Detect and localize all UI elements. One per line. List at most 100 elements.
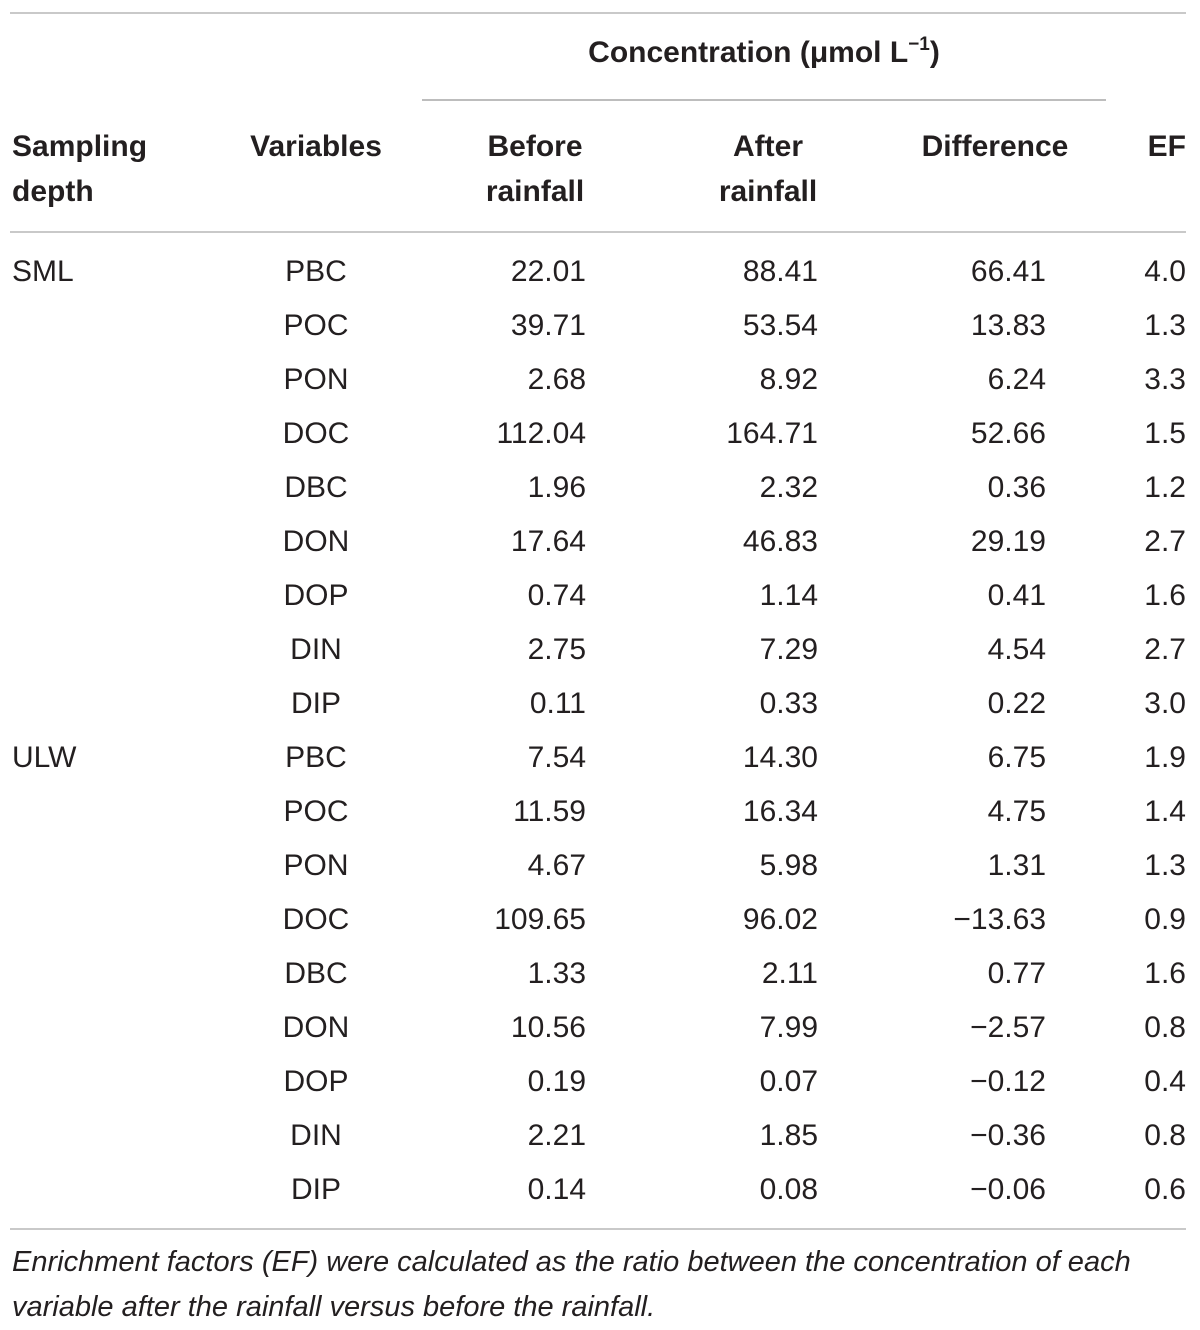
column-header-line: rainfall — [718, 175, 818, 208]
table-row: POC 39.71 53.54 13.83 1.3 — [0, 299, 1200, 353]
cell-before-rainfall: 2.21 — [527, 1119, 586, 1152]
cell-before-rainfall: 11.59 — [513, 795, 586, 828]
cell-difference: 1.31 — [987, 849, 1046, 882]
table-row: DOP 0.74 1.14 0.41 1.6 — [0, 569, 1200, 623]
cell-before-rainfall: 2.68 — [527, 363, 586, 396]
column-header-sampling-depth: Sampling depth — [12, 124, 212, 214]
table-row: DIN 2.75 7.29 4.54 2.7 — [0, 623, 1200, 677]
cell-variable: PON — [283, 849, 349, 882]
cell-difference: 0.22 — [987, 687, 1046, 720]
cell-before-rainfall: 39.71 — [510, 309, 586, 342]
concentration-label: Concentration (μmol L — [588, 36, 909, 69]
cell-difference: 29.19 — [970, 525, 1046, 558]
cell-before-rainfall: 1.33 — [527, 957, 586, 990]
table-row: PON 4.67 5.98 1.31 1.3 — [0, 839, 1200, 893]
unit-exponent: −1 — [908, 34, 930, 55]
cell-ef: 0.8 — [1144, 1119, 1186, 1152]
column-header-line: After — [732, 130, 803, 163]
group-header-rule — [422, 99, 1106, 101]
cell-after-rainfall: 0.08 — [759, 1173, 818, 1206]
cell-variable: POC — [283, 309, 349, 342]
cell-variable: DON — [282, 525, 350, 558]
cell-ef: 3.3 — [1144, 363, 1186, 396]
cell-before-rainfall: 0.14 — [527, 1173, 586, 1206]
cell-after-rainfall: 1.14 — [759, 579, 818, 612]
cell-before-rainfall: 17.64 — [510, 525, 586, 558]
concentration-close: ) — [929, 36, 940, 69]
cell-variable: DON — [282, 1011, 350, 1044]
cell-variable: PBC — [285, 255, 347, 288]
column-header-line: Sampling — [12, 130, 148, 163]
cell-ef: 4.0 — [1144, 255, 1186, 288]
cell-ef: 1.9 — [1144, 741, 1186, 774]
column-header-line: Variables — [250, 130, 382, 163]
cell-difference: 52.66 — [970, 417, 1046, 450]
header-rule — [10, 231, 1186, 233]
column-header-before-rainfall: Before rainfall — [455, 124, 615, 214]
cell-after-rainfall: 0.33 — [759, 687, 818, 720]
cell-variable: PBC — [285, 741, 347, 774]
cell-ef: 1.6 — [1144, 579, 1186, 612]
cell-variable: DBC — [284, 471, 348, 504]
table-row: DOP 0.19 0.07 −0.12 0.4 — [0, 1055, 1200, 1109]
cell-variable: DIN — [290, 1119, 342, 1152]
cell-difference: −0.06 — [970, 1173, 1046, 1206]
cell-before-rainfall: 2.75 — [527, 633, 586, 666]
concentration-group-header: Concentration (μmol L−1) — [422, 30, 1106, 76]
table-row: DIP 0.11 0.33 0.22 3.0 — [0, 677, 1200, 731]
cell-before-rainfall: 0.74 — [527, 579, 586, 612]
table-row: SML PBC 22.01 88.41 66.41 4.0 — [0, 245, 1200, 299]
cell-difference: 66.41 — [970, 255, 1046, 288]
cell-before-rainfall: 10.56 — [510, 1011, 586, 1044]
column-header-after-rainfall: After rainfall — [688, 124, 848, 214]
cell-after-rainfall: 8.92 — [759, 363, 818, 396]
cell-difference: 6.75 — [987, 741, 1046, 774]
table-row: DON 10.56 7.99 −2.57 0.8 — [0, 1001, 1200, 1055]
cell-ef: 3.0 — [1144, 687, 1186, 720]
column-header-difference: Difference — [890, 124, 1100, 169]
cell-after-rainfall: 46.83 — [742, 525, 818, 558]
cell-sampling-depth: ULW — [12, 741, 77, 774]
cell-after-rainfall: 2.32 — [759, 471, 818, 504]
table-body: SML PBC 22.01 88.41 66.41 4.0 POC 39.71 53.54 13.… — [0, 245, 1200, 1217]
cell-after-rainfall: 0.07 — [759, 1065, 818, 1098]
cell-difference: −2.57 — [970, 1011, 1046, 1044]
bottom-rule — [10, 1228, 1186, 1230]
cell-before-rainfall: 109.65 — [494, 903, 586, 936]
cell-after-rainfall: 2.11 — [761, 957, 818, 990]
table-row: DBC 1.33 2.11 0.77 1.6 — [0, 947, 1200, 1001]
table-row: DON 17.64 46.83 29.19 2.7 — [0, 515, 1200, 569]
cell-after-rainfall: 1.85 — [759, 1119, 818, 1152]
table-row: ULW PBC 7.54 14.30 6.75 1.9 — [0, 731, 1200, 785]
cell-before-rainfall: 112.04 — [496, 417, 586, 450]
table-row: DIP 0.14 0.08 −0.06 0.6 — [0, 1163, 1200, 1217]
cell-after-rainfall: 53.54 — [742, 309, 818, 342]
cell-ef: 1.3 — [1144, 309, 1186, 342]
table-row: PON 2.68 8.92 6.24 3.3 — [0, 353, 1200, 407]
cell-ef: 1.2 — [1144, 471, 1186, 504]
top-rule — [10, 12, 1186, 14]
cell-difference: 6.24 — [987, 363, 1046, 396]
cell-sampling-depth: SML — [12, 255, 74, 288]
cell-ef: 1.3 — [1144, 849, 1186, 882]
column-header-line: Difference — [921, 130, 1069, 163]
cell-variable: DIP — [290, 1173, 341, 1206]
table-row: DBC 1.96 2.32 0.36 1.2 — [0, 461, 1200, 515]
cell-variable: PON — [283, 363, 349, 396]
cell-variable: DOC — [282, 417, 350, 450]
cell-before-rainfall: 1.96 — [527, 471, 586, 504]
column-header-line: Before — [487, 130, 583, 163]
cell-ef: 1.5 — [1144, 417, 1186, 450]
cell-variable: POC — [283, 795, 349, 828]
cell-ef: 0.4 — [1144, 1065, 1186, 1098]
cell-before-rainfall: 0.19 — [527, 1065, 586, 1098]
cell-before-rainfall: 7.54 — [527, 741, 586, 774]
cell-difference: 0.41 — [987, 579, 1046, 612]
column-header-line: depth — [12, 175, 94, 208]
cell-after-rainfall: 7.29 — [759, 633, 818, 666]
cell-after-rainfall: 14.30 — [742, 741, 818, 774]
table-row: DIN 2.21 1.85 −0.36 0.8 — [0, 1109, 1200, 1163]
cell-after-rainfall: 164.71 — [726, 417, 818, 450]
column-header-line: EF — [1147, 130, 1186, 163]
